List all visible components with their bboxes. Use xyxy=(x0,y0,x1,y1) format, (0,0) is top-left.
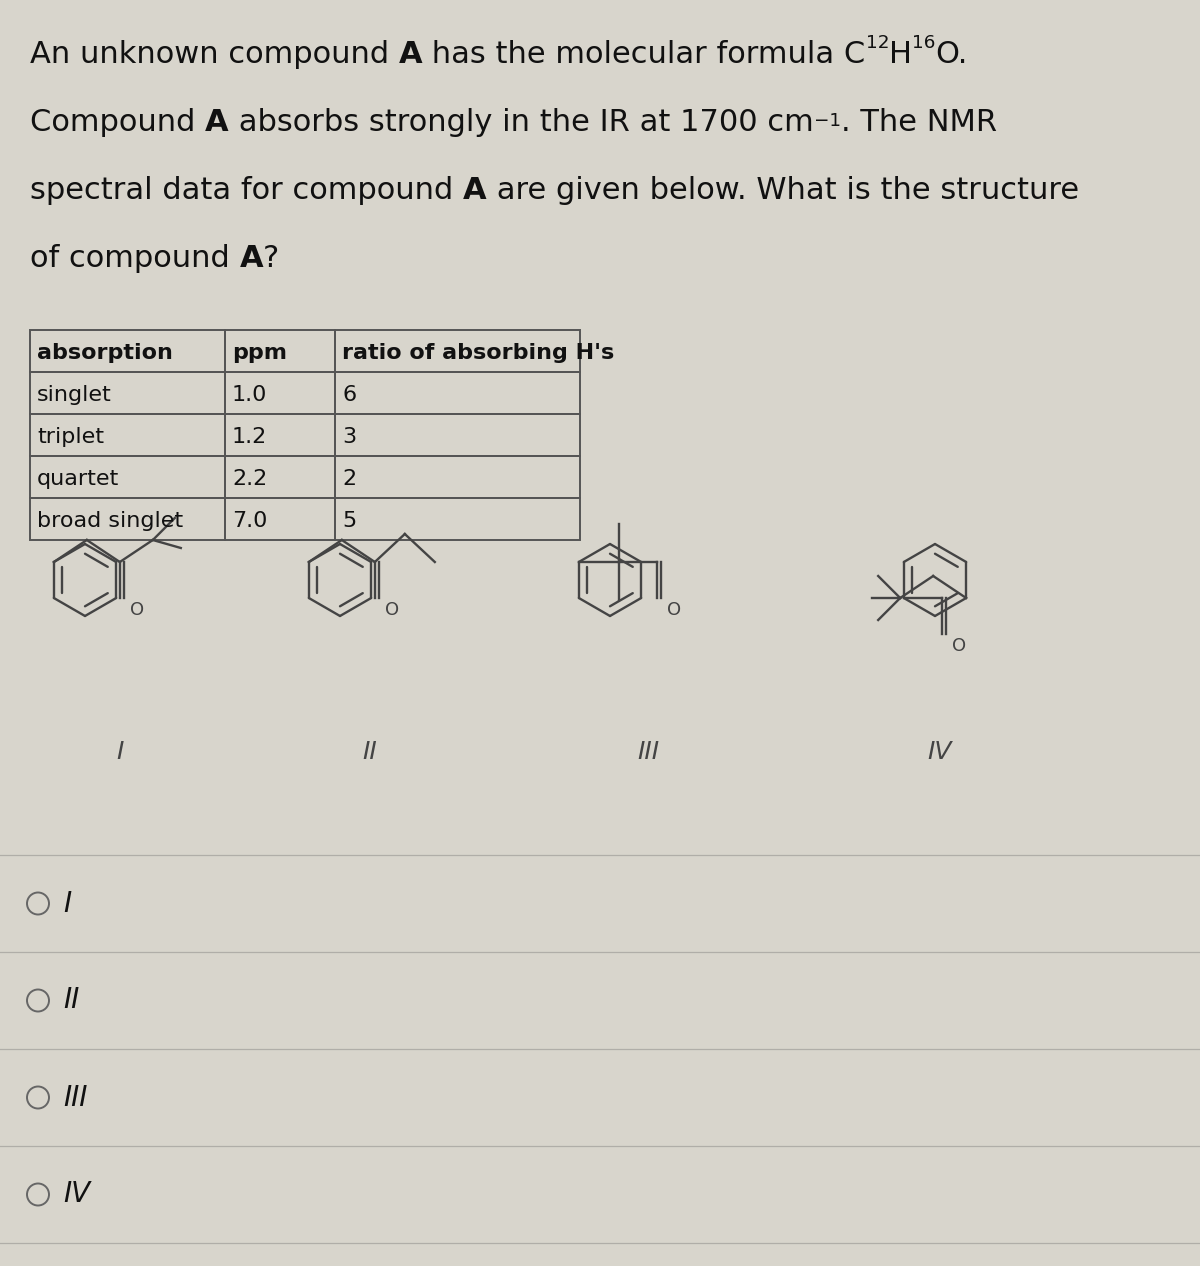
Text: are given below. What is the structure: are given below. What is the structure xyxy=(487,176,1079,205)
Text: singlet: singlet xyxy=(37,385,112,405)
Text: 2.2: 2.2 xyxy=(232,468,268,489)
Text: spectral data for compound: spectral data for compound xyxy=(30,176,463,205)
Text: A: A xyxy=(205,108,229,137)
Text: 3: 3 xyxy=(342,427,356,447)
Text: O.: O. xyxy=(936,41,968,70)
Text: Compound: Compound xyxy=(30,108,205,137)
Text: II: II xyxy=(64,986,79,1014)
Text: quartet: quartet xyxy=(37,468,119,489)
Text: 1.2: 1.2 xyxy=(232,427,268,447)
Bar xyxy=(226,498,335,541)
Bar xyxy=(30,372,226,414)
Bar xyxy=(226,456,335,498)
Text: O: O xyxy=(130,601,144,619)
Text: O: O xyxy=(385,601,398,619)
Text: I: I xyxy=(64,890,71,918)
Text: 12: 12 xyxy=(865,34,889,52)
Text: absorbs strongly in the IR at 1700 cm: absorbs strongly in the IR at 1700 cm xyxy=(229,108,814,137)
Text: II: II xyxy=(362,741,377,763)
Text: IV: IV xyxy=(64,1180,90,1209)
Text: 2: 2 xyxy=(342,468,356,489)
Text: O: O xyxy=(667,601,680,619)
Text: III: III xyxy=(637,741,659,763)
Bar xyxy=(226,372,335,414)
Bar xyxy=(335,372,580,414)
Bar xyxy=(30,330,226,372)
Text: III: III xyxy=(64,1084,88,1112)
Bar xyxy=(335,414,580,456)
Text: A: A xyxy=(463,176,487,205)
Text: ratio of absorbing H's: ratio of absorbing H's xyxy=(342,343,614,363)
Text: . The NMR: . The NMR xyxy=(841,108,997,137)
Bar xyxy=(30,414,226,456)
Text: ppm: ppm xyxy=(232,343,287,363)
Text: 16: 16 xyxy=(912,34,936,52)
Text: 6: 6 xyxy=(342,385,356,405)
Text: A: A xyxy=(240,244,263,273)
Text: I: I xyxy=(116,741,124,763)
Text: A: A xyxy=(398,41,422,70)
Text: of compound: of compound xyxy=(30,244,240,273)
Bar xyxy=(335,498,580,541)
Text: IV: IV xyxy=(928,741,953,763)
Bar xyxy=(30,498,226,541)
Bar xyxy=(30,456,226,498)
Text: H: H xyxy=(889,41,912,70)
Text: absorption: absorption xyxy=(37,343,173,363)
Text: 1.0: 1.0 xyxy=(232,385,268,405)
Text: 5: 5 xyxy=(342,511,356,530)
Text: ?: ? xyxy=(263,244,280,273)
Text: broad singlet: broad singlet xyxy=(37,511,184,530)
Text: 7.0: 7.0 xyxy=(232,511,268,530)
Text: An unknown compound: An unknown compound xyxy=(30,41,398,70)
Bar xyxy=(335,456,580,498)
Bar xyxy=(335,330,580,372)
Text: −1: −1 xyxy=(814,113,841,130)
Text: has the molecular formula C: has the molecular formula C xyxy=(422,41,865,70)
Text: O: O xyxy=(952,637,966,655)
Bar xyxy=(226,414,335,456)
Text: triplet: triplet xyxy=(37,427,104,447)
Bar xyxy=(226,330,335,372)
